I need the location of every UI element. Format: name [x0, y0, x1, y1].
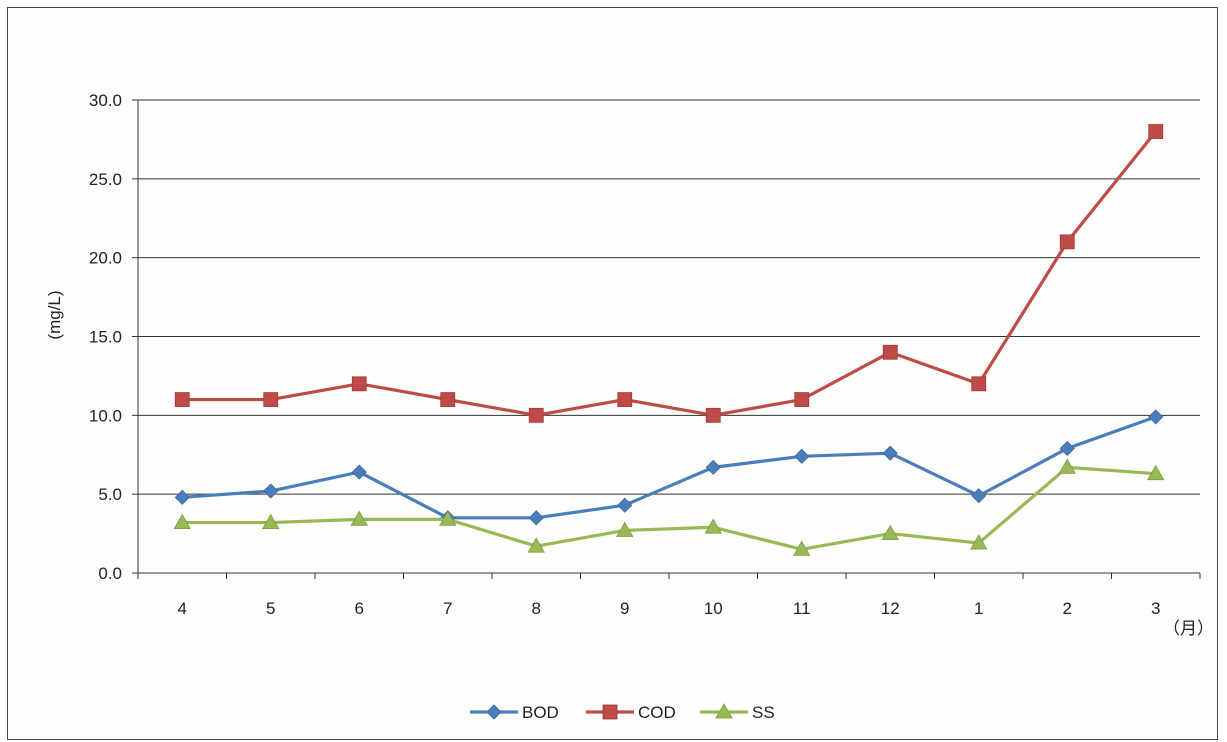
data-point-ss: [1147, 464, 1165, 481]
x-tick-label: 3: [1151, 599, 1160, 618]
x-tick-label: 10: [704, 599, 723, 618]
legend-item-ss: SS: [700, 703, 775, 722]
legend-label-cod: COD: [638, 703, 676, 722]
legend-label-bod: BOD: [522, 703, 559, 722]
data-point-cod: [1059, 234, 1075, 250]
x-tick-label: 1: [974, 599, 983, 618]
series-ss: [173, 458, 1165, 556]
data-point-ss: [350, 510, 368, 526]
legend-marker-cod: [602, 704, 618, 720]
x-tick-label: 9: [620, 599, 629, 618]
data-point-bod: [794, 448, 810, 464]
legend-item-cod: COD: [586, 703, 676, 722]
series-line-cod: [182, 130, 1157, 417]
data-point-bod: [351, 464, 367, 480]
data-point-cod: [617, 392, 633, 407]
grid-lines: [132, 99, 1201, 579]
data-point-bod: [971, 488, 987, 504]
x-axis-unit-label: （月）: [1163, 619, 1214, 638]
x-tick-label: 2: [1063, 599, 1072, 618]
series-layer: [173, 124, 1165, 556]
series-cod: [174, 124, 1164, 423]
data-point-ss: [527, 537, 545, 553]
x-tick-label: 7: [443, 599, 452, 618]
data-point-ss: [173, 513, 191, 529]
data-point-cod: [705, 407, 721, 423]
y-tick-label: 0.0: [98, 564, 122, 583]
legend-label-ss: SS: [752, 703, 775, 722]
legend-marker-ss: [715, 703, 733, 719]
y-tick-labels: 0.0 5.0 10.0 15.0 20.0 25.0 30.0: [89, 91, 122, 583]
data-point-cod: [882, 344, 898, 360]
y-axis-title: (mg/L): [45, 290, 64, 339]
data-point-bod: [705, 459, 721, 475]
data-point-ss: [881, 524, 899, 540]
x-tick-label: 6: [355, 599, 364, 618]
data-point-cod: [1148, 124, 1164, 139]
data-point-ss: [970, 534, 988, 550]
data-point-ss: [439, 510, 457, 526]
data-point-ss: [616, 521, 634, 537]
legend-item-bod: BOD: [470, 703, 559, 722]
data-point-bod: [528, 510, 544, 526]
legend-marker-bod: [486, 704, 502, 720]
y-tick-label: 15.0: [89, 328, 122, 347]
y-tick-label: 5.0: [98, 485, 122, 504]
data-point-cod: [263, 392, 279, 407]
series-bod: [174, 409, 1164, 526]
x-tick-label: 12: [881, 599, 900, 618]
data-point-ss: [262, 513, 280, 529]
y-tick-label: 25.0: [89, 170, 122, 189]
y-tick-label: 20.0: [89, 249, 122, 268]
data-point-bod: [1059, 440, 1075, 457]
legend: BOD COD SS: [470, 703, 775, 722]
data-point-cod: [794, 392, 810, 407]
data-point-cod: [351, 376, 367, 392]
data-point-ss: [1058, 458, 1076, 474]
y-tick-label: 30.0: [89, 91, 122, 110]
data-point-bod: [174, 489, 190, 505]
data-point-cod: [971, 376, 987, 392]
data-point-cod: [528, 407, 544, 423]
data-point-ss: [704, 518, 722, 534]
data-point-bod: [263, 483, 279, 499]
x-tick-labels: 4 5 6 7 8 9 10 11 12 1 2 3: [178, 599, 1161, 618]
x-tick-label: 8: [532, 599, 541, 618]
y-tick-label: 10.0: [89, 406, 122, 425]
data-point-cod: [174, 392, 190, 407]
x-tick-label: 4: [178, 599, 187, 618]
data-point-bod: [882, 445, 898, 461]
data-point-ss: [793, 540, 811, 556]
data-point-bod: [1148, 409, 1164, 425]
series-line-ss: [182, 465, 1156, 551]
data-point-cod: [440, 392, 456, 407]
x-tick-label: 11: [793, 599, 811, 618]
x-tick-label: 5: [266, 599, 275, 618]
data-point-bod: [617, 497, 633, 513]
chart-frame: [7, 7, 1218, 740]
series-line-bod: [182, 415, 1157, 520]
